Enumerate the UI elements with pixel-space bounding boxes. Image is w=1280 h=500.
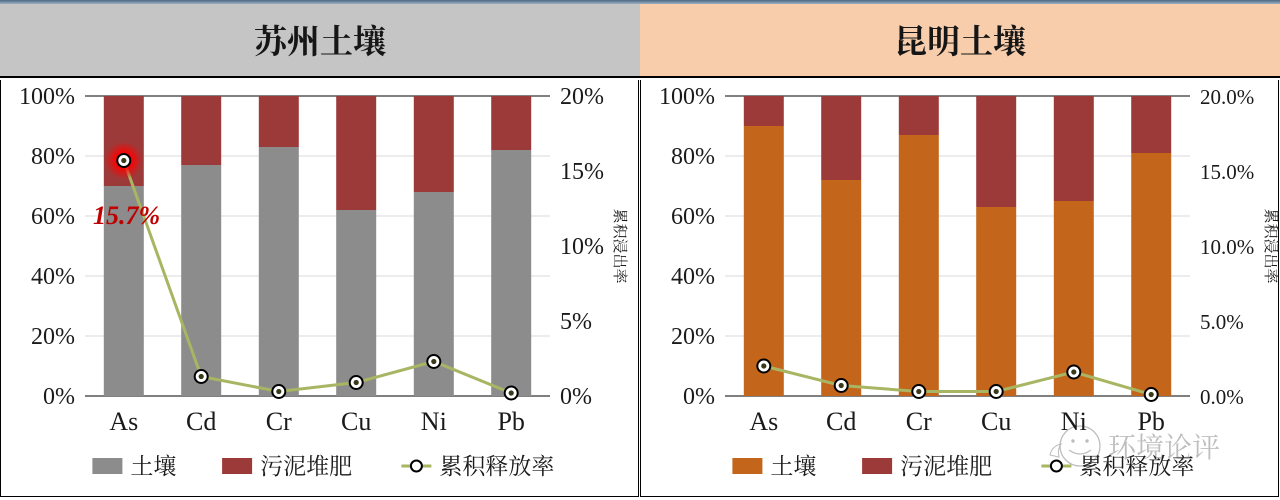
svg-text:污泥堆肥: 污泥堆肥 [900,448,992,481]
svg-text:0.0%: 0.0% [1200,385,1244,409]
svg-text:Cu: Cu [981,407,1011,436]
svg-text:10%: 10% [560,234,604,260]
svg-text:Ni: Ni [1061,407,1087,436]
svg-text:Cu: Cu [341,407,371,436]
svg-text:5.0%: 5.0% [1200,310,1244,334]
svg-text:Cr: Cr [906,407,932,436]
svg-text:40%: 40% [31,264,75,290]
svg-text:100%: 100% [19,84,75,110]
svg-text:80%: 80% [31,144,75,170]
svg-text:Pb: Pb [1137,407,1164,436]
svg-text:As: As [109,407,138,436]
svg-text:80%: 80% [671,144,715,170]
svg-text:累积浸出率: 累积浸出率 [1261,208,1280,283]
svg-text:0%: 0% [683,384,715,410]
svg-text:15.7%: 15.7% [93,201,160,230]
svg-text:As: As [749,407,778,436]
svg-text:0%: 0% [560,384,592,410]
svg-text:15.0%: 15.0% [1200,160,1254,184]
svg-text:累积释放率: 累积释放率 [439,448,554,481]
svg-text:60%: 60% [31,204,75,230]
svg-text:5%: 5% [560,309,592,335]
svg-text:土壤: 土壤 [770,448,816,481]
svg-text:Pb: Pb [497,407,524,436]
svg-text:20%: 20% [31,324,75,350]
svg-text:10.0%: 10.0% [1200,235,1254,259]
svg-text:40%: 40% [671,264,715,290]
svg-text:Cd: Cd [826,407,856,436]
svg-text:100%: 100% [659,84,715,110]
svg-text:0%: 0% [43,384,75,410]
svg-text:Cr: Cr [266,407,292,436]
svg-text:15%: 15% [560,159,604,185]
svg-text:20.0%: 20.0% [1200,85,1254,109]
svg-text:Cd: Cd [186,407,216,436]
svg-text:60%: 60% [671,204,715,230]
svg-text:20%: 20% [671,324,715,350]
svg-text:Ni: Ni [421,407,447,436]
svg-text:20%: 20% [560,84,604,110]
svg-text:累积浸出率: 累积浸出率 [610,208,631,283]
svg-text:污泥堆肥: 污泥堆肥 [260,448,352,481]
svg-text:土壤: 土壤 [130,448,176,481]
svg-text:累积释放率: 累积释放率 [1079,448,1194,481]
